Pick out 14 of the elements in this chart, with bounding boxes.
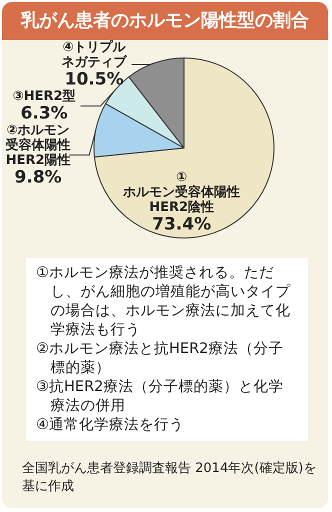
data-label: 6.3%	[20, 104, 68, 124]
slice-label: ④トリプルネガティブ	[62, 39, 128, 70]
text: ②ホルモン療法と抗HER2療法（分子標的薬）	[36, 340, 284, 378]
data-label: 10.5%	[64, 70, 124, 90]
slice-label: ①ホルモン受容体陽性HER2陰性	[122, 170, 240, 216]
data-label: 73.4%	[152, 214, 212, 235]
data-label: 9.8%	[14, 168, 62, 188]
text: ③抗HER2療法（分子標的薬）と化学療法の併用	[36, 378, 284, 416]
text: ①ホルモン療法が推奨される。ただし、がん細胞の増殖能が高いタイプの場合は、ホルモン療法に加えて化学療法も行う	[36, 264, 292, 340]
text: 全国乳がん患者登録調査報告 2014年次(確定版)を基に作成	[22, 460, 318, 496]
slice-label: ②ホルモン受容体陽性HER2陽性	[4, 123, 71, 168]
chart-title: 乳がん患者のホルモン陽性型の割合	[2, 2, 328, 40]
text: ④通常化学療法を行う	[36, 416, 185, 435]
slice-label: ③HER2型	[12, 89, 76, 104]
